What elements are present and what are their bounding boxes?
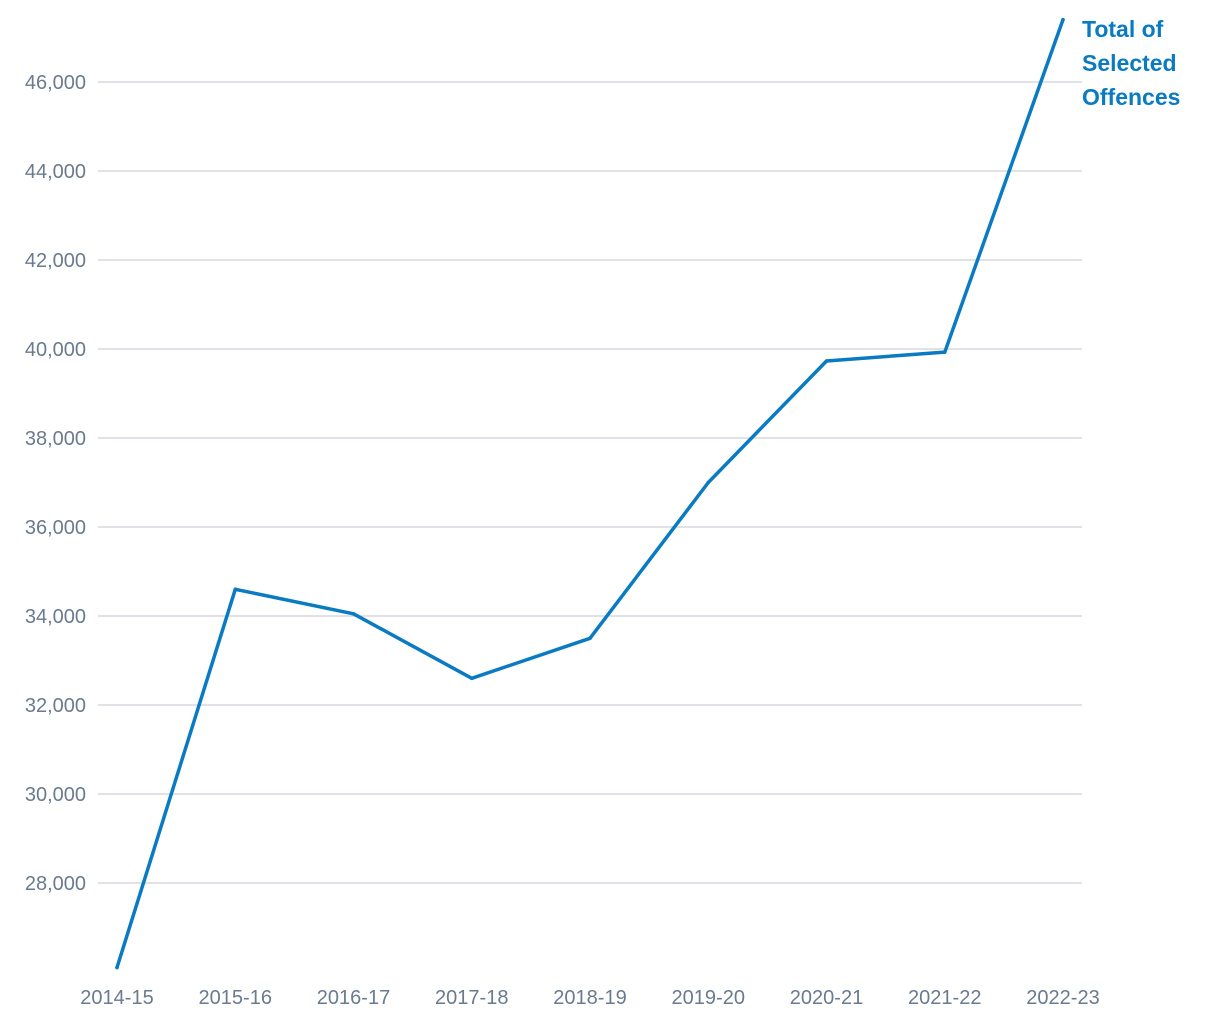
data-point: [942, 350, 947, 354]
data-point: [1061, 17, 1065, 22]
series-label-line: Offences: [1082, 84, 1180, 110]
data-point: [706, 480, 711, 485]
x-tick-label: 2021-22: [908, 987, 981, 1009]
data-point: [351, 611, 356, 616]
data-point: [588, 636, 592, 641]
x-axis-ticks: 2014-15 2015-16 2016-17 2017-18 2018-19 2019-…: [80, 987, 1099, 1009]
y-axis-ticks: 28,000 30,000 32,000 34,000 36,000 38,000 40,0…: [25, 72, 86, 895]
y-tick-label: 32,000: [25, 695, 86, 717]
y-tick-label: 30,000: [25, 784, 86, 806]
y-tick-label: 42,000: [25, 250, 86, 272]
x-tick-label: 2016-17: [317, 987, 390, 1009]
x-tick-label: 2019-20: [672, 987, 745, 1009]
series-line: [115, 17, 1065, 970]
y-tick-label: 38,000: [25, 428, 86, 450]
x-tick-label: 2014-15: [80, 987, 153, 1009]
x-tick-label: 2020-21: [790, 987, 863, 1009]
x-tick-label: 2018-19: [553, 987, 626, 1009]
series-label-line: Selected: [1082, 50, 1177, 76]
y-tick-label: 28,000: [25, 873, 86, 895]
gridlines: [98, 81, 1082, 884]
data-point: [469, 676, 474, 681]
data-point: [115, 965, 119, 970]
y-tick-label: 34,000: [25, 606, 86, 628]
y-tick-label: 44,000: [25, 161, 86, 183]
data-point: [824, 359, 829, 363]
x-tick-label: 2015-16: [199, 987, 272, 1009]
x-tick-label: 2017-18: [435, 987, 508, 1009]
series-layer: [115, 17, 1065, 970]
x-tick-label: 2022-23: [1026, 987, 1099, 1009]
y-tick-label: 40,000: [25, 339, 86, 361]
series-label-line: Total of: [1082, 16, 1164, 42]
data-point: [233, 587, 238, 592]
y-tick-label: 46,000: [25, 72, 86, 94]
series-labels: Total of Selected Offences: [1082, 16, 1180, 110]
y-tick-label: 36,000: [25, 517, 86, 539]
